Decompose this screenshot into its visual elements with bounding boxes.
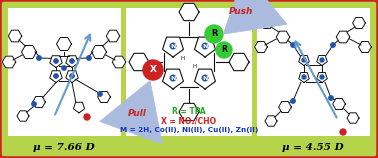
Polygon shape [347,113,359,123]
Circle shape [205,25,223,43]
Circle shape [70,59,74,63]
Circle shape [98,92,102,96]
Polygon shape [299,55,309,66]
Circle shape [170,75,176,81]
Circle shape [54,59,58,63]
Text: N: N [202,43,208,49]
Polygon shape [56,37,71,51]
Polygon shape [317,55,327,66]
FancyBboxPatch shape [126,8,252,136]
Circle shape [84,114,90,120]
Polygon shape [50,71,62,82]
Polygon shape [195,69,215,89]
Circle shape [70,59,74,63]
Polygon shape [66,56,78,67]
FancyBboxPatch shape [8,8,121,136]
Polygon shape [299,73,309,82]
Polygon shape [33,97,45,108]
Circle shape [202,75,208,81]
Polygon shape [163,37,183,57]
Circle shape [70,74,74,78]
Polygon shape [353,18,366,29]
Polygon shape [17,111,29,121]
Text: Pull: Pull [127,109,146,118]
Circle shape [87,56,91,60]
Circle shape [302,75,306,79]
Circle shape [70,74,74,78]
Circle shape [291,99,295,103]
Text: μ = 4.55 D: μ = 4.55 D [282,143,344,152]
Polygon shape [276,31,290,43]
Circle shape [202,43,208,49]
Polygon shape [333,98,345,109]
Text: X: X [150,66,156,75]
Circle shape [329,96,333,100]
Text: R = TPA: R = TPA [172,107,206,116]
Text: H: H [181,55,185,61]
Circle shape [37,56,41,60]
Circle shape [331,43,335,47]
Circle shape [320,58,324,62]
Polygon shape [359,42,371,52]
Polygon shape [112,56,126,68]
Polygon shape [98,91,110,103]
FancyArrowPatch shape [100,81,163,144]
Circle shape [54,74,58,78]
Circle shape [62,66,66,70]
Text: N: N [170,76,176,80]
Polygon shape [163,69,183,89]
FancyBboxPatch shape [257,8,370,136]
Polygon shape [260,18,273,29]
Circle shape [54,59,58,63]
Polygon shape [179,3,199,21]
Text: M = 2H, Co(II), Ni(II), Cu(II), Zn(II): M = 2H, Co(II), Ni(II), Cu(II), Zn(II) [120,127,258,133]
Circle shape [216,42,232,58]
Polygon shape [106,30,120,42]
Polygon shape [91,46,107,58]
Polygon shape [66,71,78,82]
Text: μ = 7.66 D: μ = 7.66 D [33,143,95,152]
Polygon shape [179,103,199,121]
Polygon shape [195,37,215,57]
Circle shape [320,75,324,79]
Polygon shape [265,116,277,126]
Polygon shape [336,31,350,43]
Polygon shape [129,53,149,71]
Polygon shape [279,101,291,112]
Circle shape [54,74,58,78]
Circle shape [340,129,346,135]
FancyArrowPatch shape [223,0,287,34]
Text: Push: Push [229,7,253,16]
Polygon shape [22,46,37,58]
Polygon shape [229,53,249,71]
Polygon shape [8,30,22,42]
Text: N: N [170,43,176,49]
Text: R: R [221,46,227,55]
Text: R: R [211,30,217,39]
Polygon shape [2,56,16,68]
Circle shape [143,60,163,80]
Circle shape [291,43,295,47]
Polygon shape [50,56,62,67]
Text: X = NO₂/CHO: X = NO₂/CHO [161,116,217,125]
Polygon shape [73,102,85,113]
Circle shape [170,43,176,49]
Circle shape [32,102,36,106]
Polygon shape [317,73,327,82]
Polygon shape [255,42,267,52]
Text: N: N [202,76,208,80]
Text: H: H [193,64,197,69]
Circle shape [302,58,306,62]
